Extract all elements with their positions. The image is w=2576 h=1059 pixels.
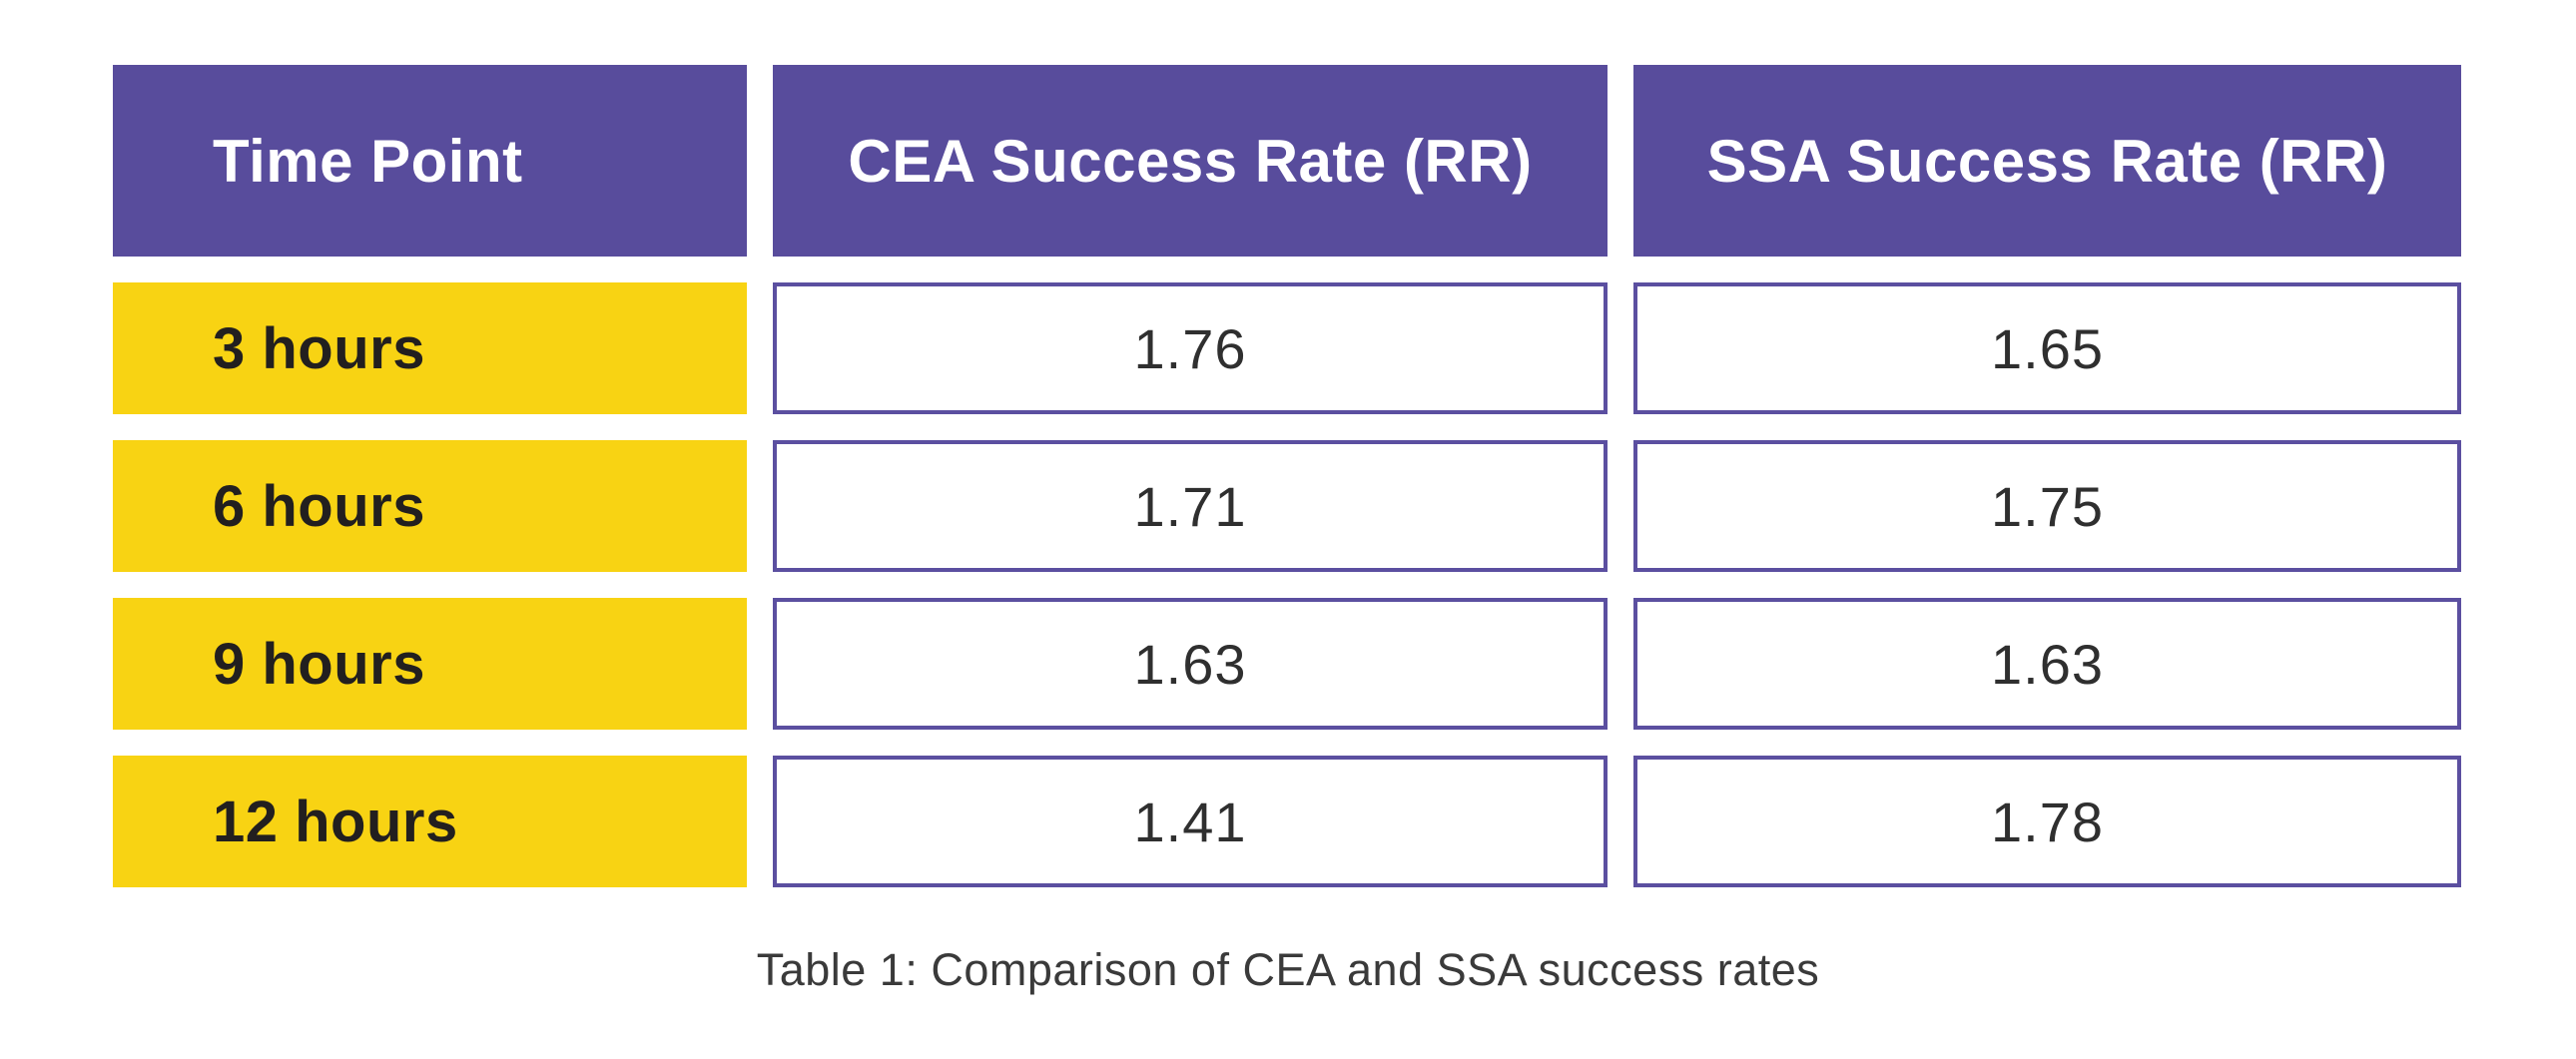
value-cell-ssa-3-hours: 1.65	[1633, 282, 2461, 414]
header-cell-ssa-success-rate: SSA Success Rate (RR)	[1633, 65, 2461, 257]
value-cell-cea-6-hours: 1.71	[773, 440, 1608, 572]
value-cell-cea-9-hours: 1.63	[773, 598, 1608, 730]
header-cell-cea-success-rate: CEA Success Rate (RR)	[773, 65, 1608, 257]
value-cell-cea-12-hours: 1.41	[773, 756, 1608, 887]
value-cell-ssa-12-hours: 1.78	[1633, 756, 2461, 887]
value-cell-ssa-9-hours: 1.63	[1633, 598, 2461, 730]
row-label-3-hours: 3 hours	[113, 282, 747, 414]
row-label-6-hours: 6 hours	[113, 440, 747, 572]
value-cell-cea-3-hours: 1.76	[773, 282, 1608, 414]
value-cell-ssa-6-hours: 1.75	[1633, 440, 2461, 572]
header-cell-time-point: Time Point	[113, 65, 747, 257]
row-label-12-hours: 12 hours	[113, 756, 747, 887]
row-label-9-hours: 9 hours	[113, 598, 747, 730]
comparison-table: Time Point CEA Success Rate (RR) SSA Suc…	[113, 65, 2461, 887]
table-caption: Table 1: Comparison of CEA and SSA succe…	[756, 944, 1820, 995]
